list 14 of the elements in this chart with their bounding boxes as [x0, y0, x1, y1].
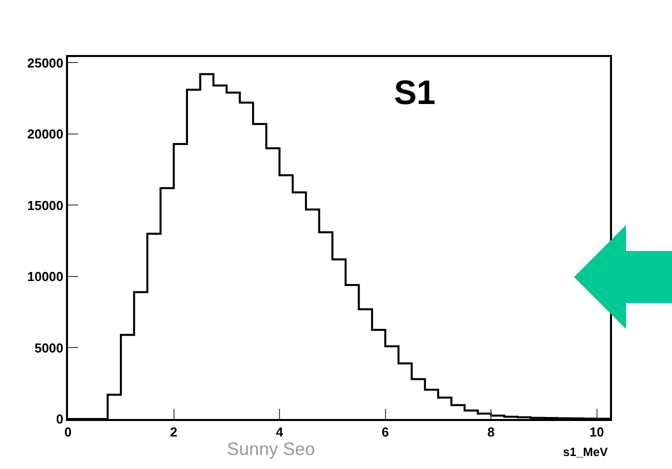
x-tick-label: 6: [382, 424, 389, 440]
x-tick-label: 8: [487, 424, 495, 440]
y-tick-label: 10000: [27, 269, 64, 284]
annotation: S1: [394, 74, 436, 112]
y-tick-label: 25000: [27, 55, 64, 70]
y-tick-label: 5000: [34, 340, 64, 356]
text: Sunny Seo: [227, 439, 316, 459]
y-tick-label: 20000: [27, 126, 64, 142]
y-tick-label: 0: [56, 412, 64, 427]
x-tick-label: 10: [590, 424, 604, 440]
x-tick-label: 4: [276, 424, 284, 440]
y-tick-label: 15000: [27, 198, 64, 213]
x-tick-label: 2: [170, 424, 178, 440]
x-axis-title: s1_MeV: [563, 445, 608, 459]
